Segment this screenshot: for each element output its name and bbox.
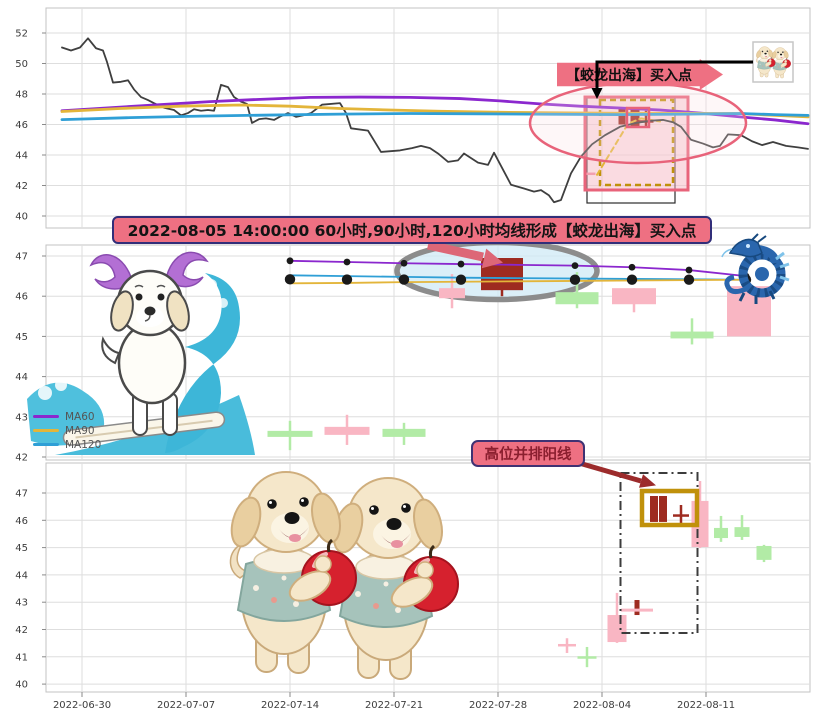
y-tick-label: 44 (15, 151, 28, 162)
x-tick-label: 2022-07-14 (261, 700, 319, 711)
candlestick (714, 515, 728, 542)
y-tick-label: 43 (15, 598, 28, 609)
buy-point-banner: 【蛟龙出海】买入点 (557, 59, 723, 90)
y-tick-label: 46 (15, 120, 28, 131)
x-tick-label: 2022-07-07 (157, 700, 215, 711)
y-tick-label: 47 (15, 489, 28, 500)
legend-item-ma120: MA120 (33, 438, 102, 451)
candlestick (577, 646, 597, 668)
candlestick (558, 638, 576, 653)
x-tick-label: 2022-07-21 (365, 700, 423, 711)
red-arrow (481, 248, 503, 269)
y-tick-label: 46 (15, 516, 28, 527)
y-tick-label: 47 (15, 252, 28, 263)
y-tick-label: 48 (15, 90, 28, 101)
y-tick-label: 43 (15, 412, 28, 423)
y-tick-label: 46 (15, 292, 28, 303)
candlestick (659, 496, 667, 522)
candlestick (607, 592, 627, 643)
x-tick-label: 2022-08-11 (677, 700, 735, 711)
ma-pattern-annotation: 2022-08-05 14:00:00 60小时,90小时,120小时均线形成【… (112, 216, 712, 244)
ma60-line-swatch (33, 415, 59, 418)
candlestick (612, 288, 656, 313)
ma90-line-swatch (33, 429, 59, 432)
middle-panel-content (267, 239, 771, 451)
candlestick (439, 274, 465, 309)
candlestick (650, 496, 658, 522)
y-tick-label: 52 (15, 29, 28, 40)
legend-label-ma120: MA120 (65, 438, 102, 451)
y-tick-label: 44 (15, 570, 28, 581)
y-tick-label: 42 (15, 625, 28, 636)
y-tick-label: 41 (15, 652, 28, 663)
candlestick (756, 544, 772, 563)
y-tick-label: 45 (15, 543, 28, 554)
legend-label-ma60: MA60 (65, 410, 95, 423)
highlight-ellipse (528, 81, 748, 165)
legend-item-ma60: MA60 (33, 410, 101, 423)
candlestick (670, 318, 714, 345)
ma120-line-swatch (33, 443, 59, 446)
y-tick-label: 40 (15, 680, 28, 691)
y-tick-label: 40 (15, 212, 28, 223)
bottom-panel-content (558, 460, 772, 668)
x-tick-label: 2022-06-30 (53, 700, 111, 711)
candlestick (621, 600, 653, 616)
darkred-arrow (639, 474, 656, 488)
x-tick-label: 2022-07-28 (469, 700, 527, 711)
legend-label-ma90: MA90 (65, 424, 95, 437)
y-tick-label: 42 (15, 453, 28, 464)
x-tick-label: 2022-08-04 (573, 700, 631, 711)
thumbnail-puppies-image (752, 41, 794, 83)
dashdot-box (619, 472, 699, 634)
candlestick (267, 420, 313, 451)
top-panel-content (60, 37, 810, 204)
candlestick (673, 505, 689, 525)
y-tick-label: 42 (15, 181, 28, 192)
candlestick (324, 414, 370, 445)
y-tick-label: 50 (15, 59, 28, 70)
y-tick-label: 44 (15, 372, 28, 383)
parallel-bullish-annotation: 高位并排阳线 (471, 440, 585, 467)
legend: MA60 MA90 MA120 (33, 410, 102, 451)
x-axis: 2022-06-30 2022-07-07 2022-07-14 2022-07-21… (53, 692, 735, 711)
y-tick-label: 45 (15, 332, 28, 343)
candlestick (734, 515, 750, 540)
candlestick (382, 422, 426, 445)
gold-highlight-box (639, 488, 700, 528)
legend-item-ma90: MA90 (33, 424, 101, 437)
